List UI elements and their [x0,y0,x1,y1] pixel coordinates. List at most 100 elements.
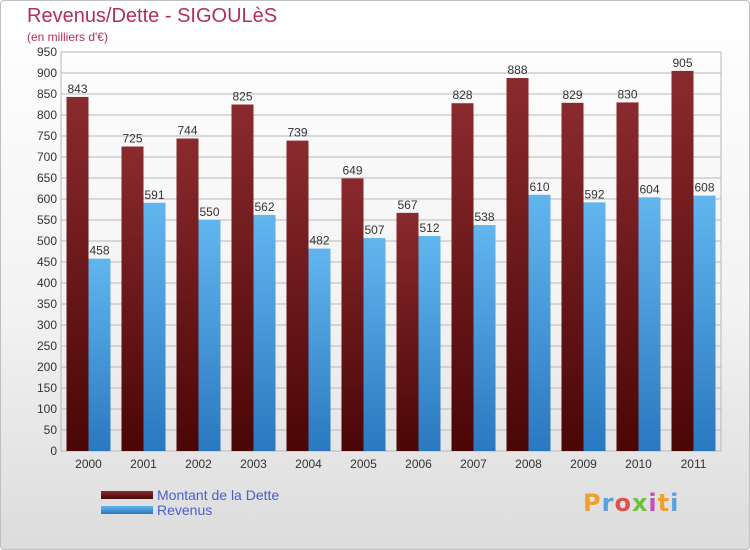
bar-debt [341,178,364,452]
data-label: 538 [474,210,494,224]
bar-debt [671,70,694,452]
data-label: 825 [232,90,252,104]
x-tick-label: 2002 [185,457,212,471]
logo-letter: t [657,489,671,517]
y-tick-label: 800 [37,108,57,122]
y-tick-label: 400 [37,276,57,290]
y-tick-label: 150 [37,381,57,395]
y-axis-ticks: 0 50 100 150 200 250 300 350 400 450 500 550 600 650 7… [37,45,57,458]
bar-revenue [638,197,661,451]
legend-swatch-revenue [101,505,153,514]
data-label: 567 [397,198,417,212]
logo-letter: x [631,489,649,517]
logo-letter: i [670,489,680,517]
bar-debt [506,78,529,451]
bar-debt [66,96,89,451]
logo-letter: P [583,489,602,517]
data-label: 830 [617,87,637,101]
legend: Montant de la Dette Revenus [101,487,279,517]
x-tick-label: 2001 [130,457,157,471]
x-tick-label: 2003 [240,457,267,471]
proxiti-logo: Proxiti [583,489,679,517]
x-tick-label: 2007 [460,457,487,471]
bar-revenue [253,214,276,451]
bar-debt [451,103,474,452]
y-tick-label: 300 [37,318,57,332]
y-tick-label: 350 [37,297,57,311]
bar-debt [616,102,639,452]
legend-label-debt: Montant de la Dette [157,486,280,503]
chart-title: Revenus/Dette - SIGOULèS [27,5,278,27]
bar-debt [396,212,419,451]
y-tick-label: 600 [37,192,57,206]
data-label: 649 [342,163,362,177]
data-label: 482 [309,234,329,248]
data-label: 905 [672,56,692,70]
logo-letter: i [648,489,658,517]
x-tick-label: 2004 [295,457,322,471]
bar-revenue [308,248,331,451]
x-tick-label: 2011 [681,457,707,471]
x-tick-label: 2000 [75,457,102,471]
y-tick-label: 650 [37,171,57,185]
x-axis-ticks: 2000 2001 2002 2003 2004 2005 2006 2007 2008 2009… [75,457,707,471]
y-tick-label: 100 [37,402,57,416]
chart-subtitle: (en milliers d'€) [27,30,108,44]
bar-revenue [363,238,386,451]
logo-letter: o [614,489,632,517]
data-label: 458 [89,244,109,258]
bar-debt [231,104,254,451]
bar-revenue [583,202,606,451]
bar-debt [561,102,584,451]
bar-revenue [198,220,221,451]
logo-letter: r [601,489,615,517]
data-label: 512 [419,221,439,235]
y-tick-label: 900 [37,66,57,80]
x-tick-label: 2008 [515,457,542,471]
legend-swatch-debt [101,490,153,499]
data-label: 725 [122,132,142,146]
bar-revenue [88,258,111,451]
x-tick-label: 2010 [625,457,652,471]
bar-debt [176,138,199,451]
data-label: 828 [452,88,472,102]
bar-chart: 0 50 100 150 200 250 300 350 400 450 500 550 600 650 7… [37,45,722,471]
data-label: 562 [254,200,274,214]
legend-item-revenue: Revenus [101,502,279,517]
data-label: 888 [507,63,527,77]
x-tick-label: 2005 [350,457,377,471]
x-tick-label: 2006 [405,457,432,471]
data-label: 507 [364,223,384,237]
data-labels: 8434587255917445508255627394826495075675… [67,56,714,258]
y-tick-label: 850 [37,87,57,101]
data-label: 604 [639,182,659,196]
gridlines [60,51,722,452]
data-label: 608 [694,181,714,195]
bar-debt [286,140,309,451]
data-label: 610 [529,180,549,194]
bar-revenue [693,195,716,451]
y-tick-label: 200 [37,360,57,374]
data-label: 739 [287,126,307,140]
bars [66,70,716,452]
y-tick-label: 50 [44,423,58,437]
y-tick-label: 0 [50,444,57,458]
y-tick-label: 700 [37,150,57,164]
data-label: 843 [67,82,87,96]
data-label: 744 [177,124,197,138]
data-label: 591 [144,188,164,202]
legend-label-revenue: Revenus [157,501,213,518]
bar-revenue [528,194,551,452]
y-tick-label: 950 [37,45,57,59]
data-label: 550 [199,205,219,219]
data-label: 592 [584,187,604,201]
y-tick-label: 750 [37,129,57,143]
bar-revenue [473,225,496,451]
y-tick-label: 550 [37,213,57,227]
y-tick-label: 250 [37,339,57,353]
bar-revenue [143,202,166,451]
legend-item-debt: Montant de la Dette [101,487,279,502]
bar-revenue [418,235,441,451]
y-tick-label: 450 [37,255,57,269]
